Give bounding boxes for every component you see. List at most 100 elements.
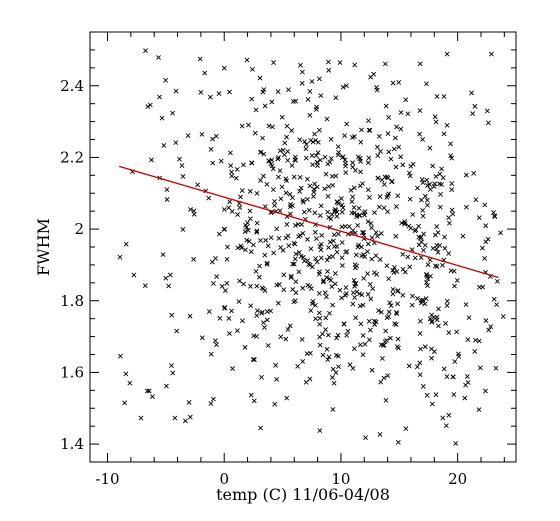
data-point bbox=[351, 277, 357, 283]
data-point bbox=[332, 271, 338, 276]
data-point bbox=[385, 209, 390, 215]
data-point bbox=[276, 155, 281, 160]
data-point bbox=[410, 161, 416, 167]
data-point bbox=[469, 90, 474, 96]
data-point bbox=[454, 329, 460, 335]
data-point bbox=[290, 195, 295, 201]
data-point bbox=[300, 230, 306, 236]
data-point bbox=[400, 251, 406, 257]
data-point bbox=[390, 286, 396, 292]
data-point bbox=[449, 155, 455, 161]
data-point bbox=[395, 193, 401, 199]
data-point bbox=[255, 308, 260, 314]
data-point bbox=[329, 212, 335, 217]
data-point bbox=[393, 322, 399, 327]
data-point bbox=[483, 318, 489, 324]
data-point bbox=[424, 280, 429, 285]
data-point bbox=[352, 62, 358, 68]
data-point bbox=[327, 239, 333, 245]
data-point bbox=[252, 130, 258, 136]
data-point bbox=[396, 144, 402, 150]
data-point bbox=[248, 249, 254, 255]
data-point bbox=[275, 89, 281, 95]
data-point bbox=[405, 111, 411, 117]
data-point bbox=[344, 121, 350, 127]
data-point bbox=[316, 310, 322, 316]
data-point bbox=[265, 243, 271, 249]
data-point bbox=[264, 181, 270, 187]
data-point bbox=[245, 220, 250, 226]
data-point bbox=[498, 230, 503, 236]
data-point bbox=[284, 134, 289, 140]
data-point bbox=[307, 376, 313, 382]
data-point bbox=[400, 162, 406, 168]
data-point bbox=[427, 257, 433, 263]
data-point bbox=[361, 252, 366, 258]
data-point bbox=[218, 158, 224, 164]
data-point bbox=[309, 264, 315, 270]
data-point bbox=[323, 327, 329, 332]
data-point bbox=[359, 127, 364, 133]
data-point bbox=[228, 163, 234, 169]
data-point bbox=[473, 197, 479, 203]
data-point bbox=[394, 344, 400, 350]
data-point bbox=[330, 182, 336, 188]
data-point bbox=[369, 235, 375, 241]
data-point bbox=[381, 205, 387, 211]
data-point bbox=[340, 84, 346, 90]
data-point bbox=[422, 301, 428, 307]
data-point bbox=[406, 223, 412, 229]
data-point bbox=[247, 188, 253, 194]
data-point bbox=[296, 234, 302, 239]
data-point bbox=[450, 211, 456, 217]
data-point bbox=[323, 294, 329, 300]
data-point bbox=[329, 173, 335, 179]
data-point bbox=[379, 177, 385, 183]
data-point bbox=[303, 379, 309, 385]
data-point bbox=[357, 303, 363, 309]
data-point bbox=[429, 355, 434, 361]
data-point bbox=[418, 300, 424, 306]
data-point bbox=[412, 255, 418, 261]
data-point bbox=[454, 278, 460, 283]
data-point bbox=[365, 219, 371, 225]
data-point bbox=[335, 231, 341, 237]
data-point bbox=[319, 232, 325, 238]
x-tick-label: 10 bbox=[331, 470, 350, 488]
data-point bbox=[427, 186, 433, 192]
data-point bbox=[441, 94, 447, 99]
data-point bbox=[250, 242, 256, 248]
data-point bbox=[248, 303, 254, 309]
data-point bbox=[279, 114, 285, 120]
data-point bbox=[146, 388, 152, 394]
data-point bbox=[264, 260, 270, 266]
data-point bbox=[339, 202, 345, 208]
data-point bbox=[309, 79, 315, 84]
data-point bbox=[206, 195, 212, 201]
data-point bbox=[246, 122, 251, 128]
data-point bbox=[482, 256, 488, 261]
data-point bbox=[224, 256, 230, 262]
data-point bbox=[142, 283, 148, 289]
data-point bbox=[341, 321, 347, 327]
data-point bbox=[122, 400, 128, 406]
data-point bbox=[306, 261, 312, 267]
data-point bbox=[444, 303, 450, 308]
data-point bbox=[202, 70, 208, 76]
data-point bbox=[366, 118, 371, 124]
data-point bbox=[407, 196, 413, 202]
data-point bbox=[326, 184, 332, 189]
data-point bbox=[187, 313, 193, 319]
data-point bbox=[258, 149, 264, 155]
data-point bbox=[476, 407, 482, 413]
data-point bbox=[301, 209, 307, 215]
data-point bbox=[258, 425, 264, 431]
data-point bbox=[425, 262, 431, 268]
data-point bbox=[297, 189, 303, 194]
data-point bbox=[375, 175, 381, 181]
data-point bbox=[376, 308, 382, 314]
data-point bbox=[206, 309, 212, 314]
data-point bbox=[260, 286, 266, 292]
data-point bbox=[326, 245, 331, 250]
data-point bbox=[149, 157, 154, 163]
